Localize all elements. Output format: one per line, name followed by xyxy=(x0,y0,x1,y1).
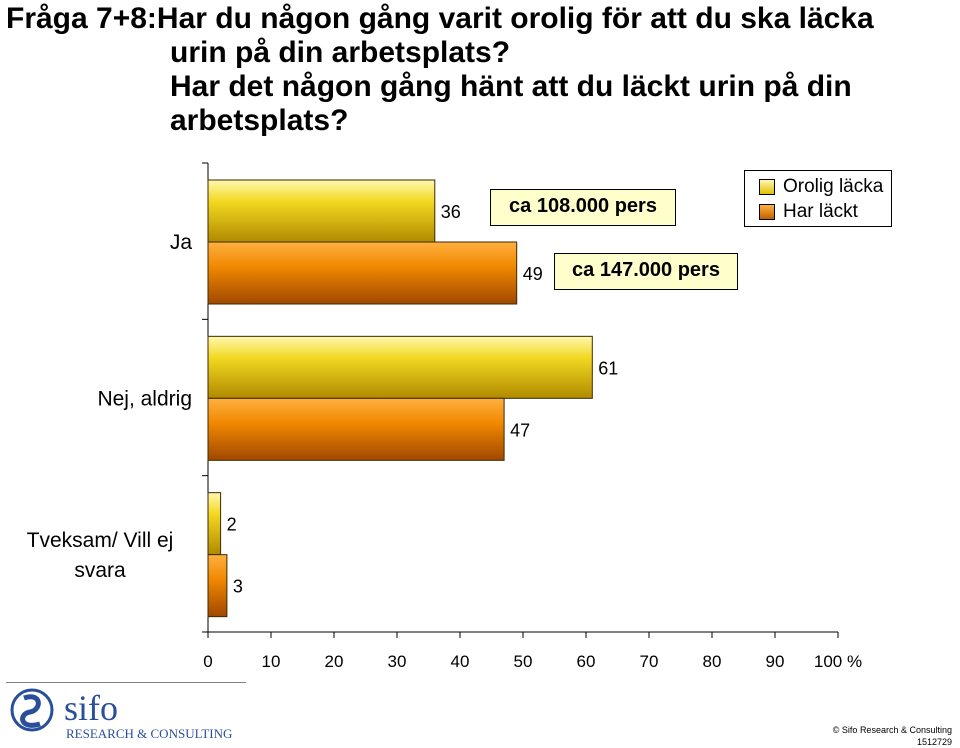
category-label: Nej, aldrig xyxy=(97,388,192,411)
x-tick-label: 60 xyxy=(577,652,596,671)
data-label: 49 xyxy=(523,264,543,284)
chart-title: Fråga 7+8:Har du någon gång varit orolig… xyxy=(6,2,874,138)
data-label: 61 xyxy=(598,358,618,378)
data-label: 2 xyxy=(227,515,237,535)
legend-item-orolig: Orolig läcka xyxy=(759,176,884,197)
bar-har-lackt xyxy=(207,397,505,461)
legend-item-har-lackt: Har läckt xyxy=(759,201,858,222)
x-tick-label: 100 % xyxy=(814,652,862,671)
chart-bars xyxy=(207,179,593,618)
bar-orolig xyxy=(207,492,222,556)
sifo-logo: sifo RESEARCH & CONSULTING xyxy=(6,682,246,741)
chart-labels: 0 10 20 30 40 50 60 70 80 90 100 % Ja Nej, aldrig Tve… xyxy=(27,202,862,671)
data-label: 47 xyxy=(510,420,530,440)
copyright-text: © Sifo Research & Consulting xyxy=(832,725,952,735)
bar-orolig xyxy=(207,335,593,399)
legend-swatch-har-lackt xyxy=(759,204,775,220)
legend-swatch-orolig xyxy=(759,179,775,195)
bar-orolig xyxy=(207,179,436,243)
bar-chart: 0 10 20 30 40 50 60 70 80 90 100 % Ja Nej, aldrig Tve… xyxy=(27,162,862,671)
data-label: 36 xyxy=(441,202,461,222)
x-tick-label: 70 xyxy=(640,652,659,671)
sifo-logo-subtext: RESEARCH & CONSULTING xyxy=(66,726,232,741)
x-tick-label: 90 xyxy=(766,652,785,671)
callout-har-lackt: ca 147.000 pers xyxy=(554,253,738,290)
x-tick-label: 80 xyxy=(703,652,722,671)
x-tick-label: 30 xyxy=(388,652,407,671)
title-line-3: Har det någon gång hänt att du läckt uri… xyxy=(170,70,852,103)
title-line-4: arbetsplats? xyxy=(170,104,349,137)
x-tick-label: 40 xyxy=(451,652,470,671)
title-line-2: urin på din arbetsplats? xyxy=(170,36,511,69)
x-tick-label: 0 xyxy=(203,652,212,671)
legend-label-orolig: Orolig läcka xyxy=(783,176,884,197)
x-tick-label: 10 xyxy=(262,652,281,671)
title-line-1: Fråga 7+8:Har du någon gång varit orolig… xyxy=(6,2,874,35)
category-label: Ja xyxy=(170,231,193,254)
report-code: 1512729 xyxy=(916,737,952,747)
bar-har-lackt xyxy=(207,241,518,305)
copyright-notice: © Sifo Research & Consulting 1512729 xyxy=(833,724,952,748)
chart-legend: Orolig läcka Har läckt xyxy=(744,170,892,227)
sifo-logo-mark xyxy=(10,688,54,732)
callout-orolig: ca 108.000 pers xyxy=(490,189,676,226)
bar-har-lackt xyxy=(207,554,228,618)
data-label: 3 xyxy=(233,577,243,597)
x-tick-label: 50 xyxy=(514,652,533,671)
category-label: Tveksam/ Vill ej xyxy=(27,529,174,552)
sifo-logo-text: sifo xyxy=(64,688,118,728)
category-label: svara xyxy=(74,559,126,582)
x-tick-label: 20 xyxy=(325,652,344,671)
legend-label-har-lackt: Har läckt xyxy=(783,201,858,222)
